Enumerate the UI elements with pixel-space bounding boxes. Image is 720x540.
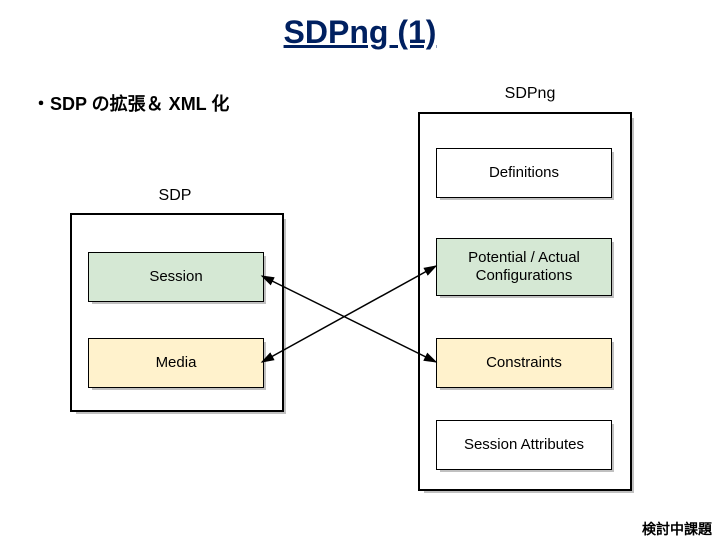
constraints-cell-label: Constraints <box>486 354 562 372</box>
session-attributes-cell-label: Session Attributes <box>464 436 584 454</box>
definitions-cell-label: Definitions <box>489 164 559 182</box>
left-column-label: SDP <box>115 187 235 205</box>
media-cell: Media <box>88 338 264 388</box>
session-cell: Session <box>88 252 264 302</box>
bullet-text: ・SDP の拡張＆ XML 化 <box>32 90 229 116</box>
session-cell-label: Session <box>149 268 202 286</box>
page-title: SDPng (1) <box>0 14 720 51</box>
right-column-label: SDPng <box>470 85 590 103</box>
arrow-session-to-constraints <box>262 276 436 362</box>
arrow-media-to-configurations <box>262 266 436 362</box>
session-attributes-cell: Session Attributes <box>436 420 612 470</box>
configurations-cell: Potential / Actual Configurations <box>436 238 612 296</box>
constraints-cell: Constraints <box>436 338 612 388</box>
footer-note: 検討中課題 <box>642 519 712 539</box>
media-cell-label: Media <box>156 354 197 372</box>
definitions-cell: Definitions <box>436 148 612 198</box>
configurations-cell-label: Potential / Actual Configurations <box>468 249 580 285</box>
